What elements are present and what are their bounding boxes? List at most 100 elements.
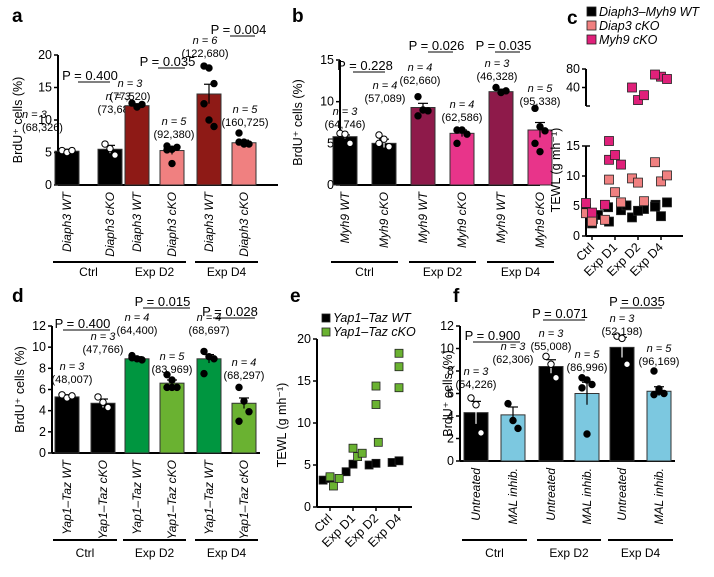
- bar: [54, 150, 80, 186]
- data-point: [650, 390, 658, 399]
- cell-count-label: (55,008): [531, 341, 572, 353]
- category-label: Yap1–Taz WT: [130, 458, 144, 534]
- data-point: [514, 424, 522, 433]
- data-point: [329, 481, 338, 491]
- legend-swatch: [586, 6, 597, 17]
- bar: [90, 402, 116, 454]
- data-point: [492, 83, 500, 92]
- data-point: [588, 380, 596, 389]
- panel-letter-e: e: [290, 286, 301, 307]
- category-label: Yap1–Taz WT: [202, 458, 216, 534]
- data-point: [200, 369, 208, 378]
- data-point: [235, 417, 243, 425]
- panel-d-bar-chart: 0 2 4 6 8 10 12 BrdU⁺ cells (%) Yap1–Taz WT n = 3…: [13, 294, 264, 560]
- data-point: [552, 374, 560, 382]
- y-tick-label: 4: [447, 409, 454, 423]
- category-label: MAL inhib.: [506, 468, 520, 524]
- n-label: n = 4: [450, 99, 475, 111]
- y-tick-label: 8: [39, 361, 46, 375]
- group-label: Exp D2: [423, 265, 463, 279]
- p-value-label: P = 0.035: [140, 54, 196, 69]
- n-label: n = 3: [485, 58, 511, 70]
- y-tick-label: 10: [38, 113, 52, 127]
- data-point: [504, 399, 512, 408]
- y-axis-label: BrdU⁺ cells (%): [441, 350, 455, 436]
- data-point: [463, 130, 471, 138]
- y-tick-label: 10: [566, 169, 580, 183]
- data-point: [173, 143, 181, 152]
- data-point: [467, 394, 475, 402]
- panel-letter-c: c: [567, 8, 578, 29]
- group-label: Ctrl: [355, 265, 374, 279]
- data-point: [240, 140, 248, 148]
- y-tick-label: 10: [297, 416, 311, 430]
- data-point: [240, 397, 248, 405]
- y-axis-label: BrdU⁺ cells (%): [11, 77, 25, 163]
- p-value-label: P = 0.028: [202, 304, 258, 319]
- data-point: [616, 159, 626, 170]
- y-tick-label: 15: [320, 53, 334, 67]
- y-axis-label: TEWL (g mh⁻¹): [549, 128, 563, 213]
- data-point: [380, 135, 388, 143]
- category-label: Yap1–Taz cKO: [165, 460, 179, 539]
- data-point: [578, 384, 586, 392]
- y-tick-label: 0: [39, 446, 46, 460]
- data-point: [604, 136, 614, 146]
- data-point: [341, 467, 351, 477]
- n-label: n = 3: [539, 328, 565, 340]
- category-label: Myh9 WT: [416, 190, 430, 243]
- data-point: [623, 360, 631, 368]
- bar: [124, 105, 150, 186]
- category-label: Yap1–Taz WT: [60, 458, 74, 534]
- data-point: [414, 92, 422, 101]
- data-point: [101, 140, 109, 148]
- data-point: [509, 416, 517, 425]
- data-point: [536, 122, 544, 131]
- data-point: [104, 403, 112, 412]
- category-label: Diaph3 cKO: [103, 192, 117, 257]
- cell-count-label: (86,996): [567, 362, 608, 374]
- p-value-label: P = 0.400: [55, 316, 111, 331]
- cell-count-label: (68,326): [22, 122, 63, 134]
- data-point: [128, 99, 136, 107]
- y-tick-label: 0: [45, 178, 52, 192]
- y-axis-label: TEWL (g mh⁻¹): [275, 383, 289, 468]
- data-point: [583, 376, 591, 384]
- n-label: n = 3: [118, 78, 144, 90]
- group-label: Exp D4: [621, 546, 661, 560]
- data-point: [604, 174, 614, 185]
- data-point: [94, 393, 102, 401]
- legend-label: Yap1–Taz WT: [333, 311, 412, 325]
- group-label: Exp D2: [135, 265, 175, 279]
- legend-label: Myh9 cKO: [599, 33, 658, 47]
- data-point: [394, 383, 404, 393]
- category-label: Diaph3 WT: [60, 190, 74, 252]
- y-tick-label: 10: [440, 342, 454, 356]
- category-label: Myh9 cKO: [455, 192, 469, 248]
- data-point: [655, 387, 663, 395]
- data-point: [68, 392, 76, 400]
- n-label: n = 3: [501, 341, 527, 353]
- y-tick-label: 0: [327, 178, 334, 192]
- data-point: [373, 437, 383, 447]
- y-tick-label: 15: [38, 81, 52, 95]
- p-value-label: P = 0.900: [465, 328, 521, 343]
- data-point: [168, 159, 176, 168]
- data-point: [610, 150, 620, 160]
- y-tick-label: 5: [327, 136, 334, 150]
- cell-count-label: (122,680): [181, 48, 228, 60]
- n-label: n = 3: [106, 91, 132, 103]
- data-point: [235, 129, 243, 137]
- n-label: n = 5: [162, 116, 188, 128]
- data-point: [600, 199, 610, 210]
- data-point: [531, 104, 539, 113]
- category-label: Yap1–Taz cKO: [237, 460, 251, 539]
- data-point: [662, 197, 672, 208]
- y-tick-label: 0: [573, 229, 580, 243]
- data-point: [541, 127, 549, 135]
- data-point: [210, 79, 218, 88]
